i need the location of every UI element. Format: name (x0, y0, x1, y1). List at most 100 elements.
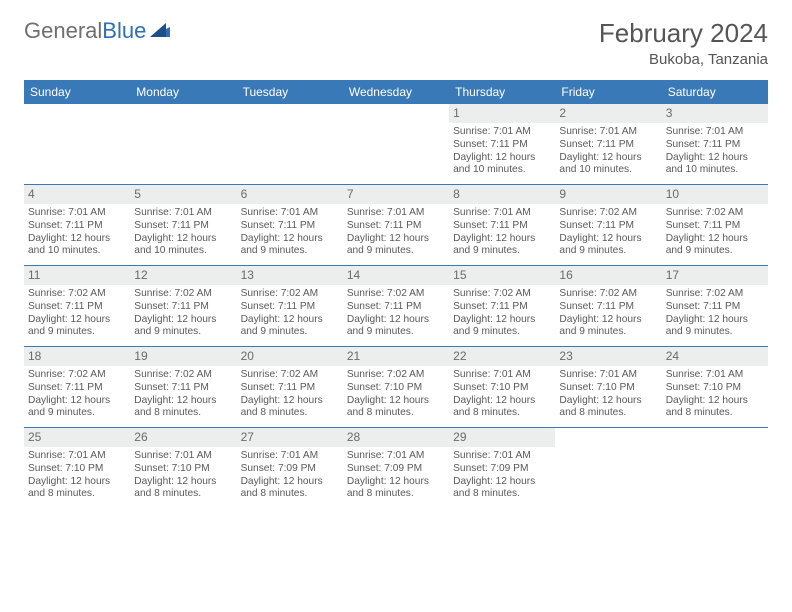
daylight-text: Daylight: 12 hours and 9 minutes. (666, 314, 764, 340)
week-row: 4Sunrise: 7:01 AMSunset: 7:11 PMDaylight… (24, 185, 768, 266)
daylight-text: Daylight: 12 hours and 8 minutes. (28, 476, 126, 502)
day-cell: . (662, 428, 768, 508)
sunset-text: Sunset: 7:11 PM (453, 220, 551, 233)
daylight-text: Daylight: 12 hours and 9 minutes. (559, 314, 657, 340)
day-cell: 18Sunrise: 7:02 AMSunset: 7:11 PMDayligh… (24, 347, 130, 427)
sunrise-text: Sunrise: 7:02 AM (28, 288, 126, 301)
daylight-text: Daylight: 12 hours and 8 minutes. (134, 395, 232, 421)
day-number: 17 (662, 266, 768, 285)
day-number: 15 (449, 266, 555, 285)
sunrise-text: Sunrise: 7:02 AM (453, 288, 551, 301)
day-cell: 19Sunrise: 7:02 AMSunset: 7:11 PMDayligh… (130, 347, 236, 427)
sunset-text: Sunset: 7:11 PM (559, 301, 657, 314)
sunrise-text: Sunrise: 7:02 AM (559, 288, 657, 301)
day-number: 11 (24, 266, 130, 285)
calendar-page: GeneralBlue February 2024 Bukoba, Tanzan… (0, 0, 792, 526)
day-number: 6 (237, 185, 343, 204)
daylight-text: Daylight: 12 hours and 9 minutes. (28, 314, 126, 340)
day-number: 16 (555, 266, 661, 285)
daylight-text: Daylight: 12 hours and 9 minutes. (453, 233, 551, 259)
day-cell: 2Sunrise: 7:01 AMSunset: 7:11 PMDaylight… (555, 104, 661, 184)
day-cell: 13Sunrise: 7:02 AMSunset: 7:11 PMDayligh… (237, 266, 343, 346)
day-cell: . (343, 104, 449, 184)
day-cell: 23Sunrise: 7:01 AMSunset: 7:10 PMDayligh… (555, 347, 661, 427)
sunrise-text: Sunrise: 7:01 AM (559, 126, 657, 139)
sunset-text: Sunset: 7:10 PM (666, 382, 764, 395)
sunset-text: Sunset: 7:11 PM (347, 220, 445, 233)
day-cell: 10Sunrise: 7:02 AMSunset: 7:11 PMDayligh… (662, 185, 768, 265)
sunset-text: Sunset: 7:11 PM (347, 301, 445, 314)
day-cell: 15Sunrise: 7:02 AMSunset: 7:11 PMDayligh… (449, 266, 555, 346)
day-cell: . (24, 104, 130, 184)
day-number: 5 (130, 185, 236, 204)
sunrise-text: Sunrise: 7:01 AM (666, 369, 764, 382)
sunrise-text: Sunrise: 7:01 AM (134, 450, 232, 463)
sunset-text: Sunset: 7:11 PM (559, 139, 657, 152)
day-number: 29 (449, 428, 555, 447)
day-number: 19 (130, 347, 236, 366)
day-cell: 9 Sunrise: 7:02 AMSunset: 7:11 PMDaylight… (555, 185, 661, 265)
sunrise-text: Sunrise: 7:02 AM (347, 288, 445, 301)
sunrise-text: Sunrise: 7:02 AM (241, 369, 339, 382)
title-block: February 2024 Bukoba, Tanzania (599, 18, 768, 68)
sunset-text: Sunset: 7:11 PM (453, 139, 551, 152)
day-cell: . (130, 104, 236, 184)
daylight-text: Daylight: 12 hours and 9 minutes. (241, 314, 339, 340)
day-number: 26 (130, 428, 236, 447)
day-cell: 8Sunrise: 7:01 AMSunset: 7:11 PMDaylight… (449, 185, 555, 265)
dow-wednesday: Wednesday (343, 80, 449, 104)
day-cell: 6 Sunrise: 7:01 AMSunset: 7:11 PMDaylight… (237, 185, 343, 265)
day-number: 27 (237, 428, 343, 447)
week-row: 18Sunrise: 7:02 AMSunset: 7:11 PMDayligh… (24, 347, 768, 428)
day-number: 4 (24, 185, 130, 204)
logo-text-blue: Blue (102, 18, 146, 44)
sunrise-text: Sunrise: 7:01 AM (347, 207, 445, 220)
dow-sunday: Sunday (24, 80, 130, 104)
sunset-text: Sunset: 7:09 PM (241, 463, 339, 476)
header: GeneralBlue February 2024 Bukoba, Tanzan… (24, 18, 768, 68)
sunset-text: Sunset: 7:11 PM (241, 220, 339, 233)
sunrise-text: Sunrise: 7:02 AM (241, 288, 339, 301)
daylight-text: Daylight: 12 hours and 8 minutes. (241, 395, 339, 421)
sunset-text: Sunset: 7:09 PM (453, 463, 551, 476)
sunset-text: Sunset: 7:11 PM (559, 220, 657, 233)
daylight-text: Daylight: 12 hours and 10 minutes. (28, 233, 126, 259)
day-cell: 27Sunrise: 7:01 AMSunset: 7:09 PMDayligh… (237, 428, 343, 508)
day-cell: 24Sunrise: 7:01 AMSunset: 7:10 PMDayligh… (662, 347, 768, 427)
sunrise-text: Sunrise: 7:02 AM (559, 207, 657, 220)
daylight-text: Daylight: 12 hours and 10 minutes. (453, 152, 551, 178)
sunrise-text: Sunrise: 7:01 AM (241, 207, 339, 220)
location: Bukoba, Tanzania (599, 51, 768, 68)
day-cell: . (555, 428, 661, 508)
day-number: 18 (24, 347, 130, 366)
day-cell: . (237, 104, 343, 184)
daylight-text: Daylight: 12 hours and 8 minutes. (347, 395, 445, 421)
daylight-text: Daylight: 12 hours and 8 minutes. (134, 476, 232, 502)
sunset-text: Sunset: 7:11 PM (134, 382, 232, 395)
day-number: 28 (343, 428, 449, 447)
sunrise-text: Sunrise: 7:01 AM (453, 369, 551, 382)
day-number: 2 (555, 104, 661, 123)
sunset-text: Sunset: 7:11 PM (666, 139, 764, 152)
day-cell: 29Sunrise: 7:01 AMSunset: 7:09 PMDayligh… (449, 428, 555, 508)
day-number: 13 (237, 266, 343, 285)
month-title: February 2024 (599, 18, 768, 49)
daylight-text: Daylight: 12 hours and 9 minutes. (241, 233, 339, 259)
daylight-text: Daylight: 12 hours and 9 minutes. (559, 233, 657, 259)
day-number: 24 (662, 347, 768, 366)
sunset-text: Sunset: 7:11 PM (134, 301, 232, 314)
daylight-text: Daylight: 12 hours and 8 minutes. (241, 476, 339, 502)
daylight-text: Daylight: 12 hours and 10 minutes. (666, 152, 764, 178)
daylight-text: Daylight: 12 hours and 8 minutes. (453, 395, 551, 421)
dow-header-row: Sunday Monday Tuesday Wednesday Thursday… (24, 80, 768, 104)
day-number: 7 (343, 185, 449, 204)
sunset-text: Sunset: 7:10 PM (559, 382, 657, 395)
sunrise-text: Sunrise: 7:02 AM (666, 207, 764, 220)
sunrise-text: Sunrise: 7:01 AM (559, 369, 657, 382)
day-cell: 16 Sunrise: 7:02 AMSunset: 7:11 PMDayligh… (555, 266, 661, 346)
day-number: 14 (343, 266, 449, 285)
sunset-text: Sunset: 7:10 PM (134, 463, 232, 476)
day-cell: 3Sunrise: 7:01 AMSunset: 7:11 PMDaylight… (662, 104, 768, 184)
day-number: 12 (130, 266, 236, 285)
day-number: 9 (555, 185, 661, 204)
